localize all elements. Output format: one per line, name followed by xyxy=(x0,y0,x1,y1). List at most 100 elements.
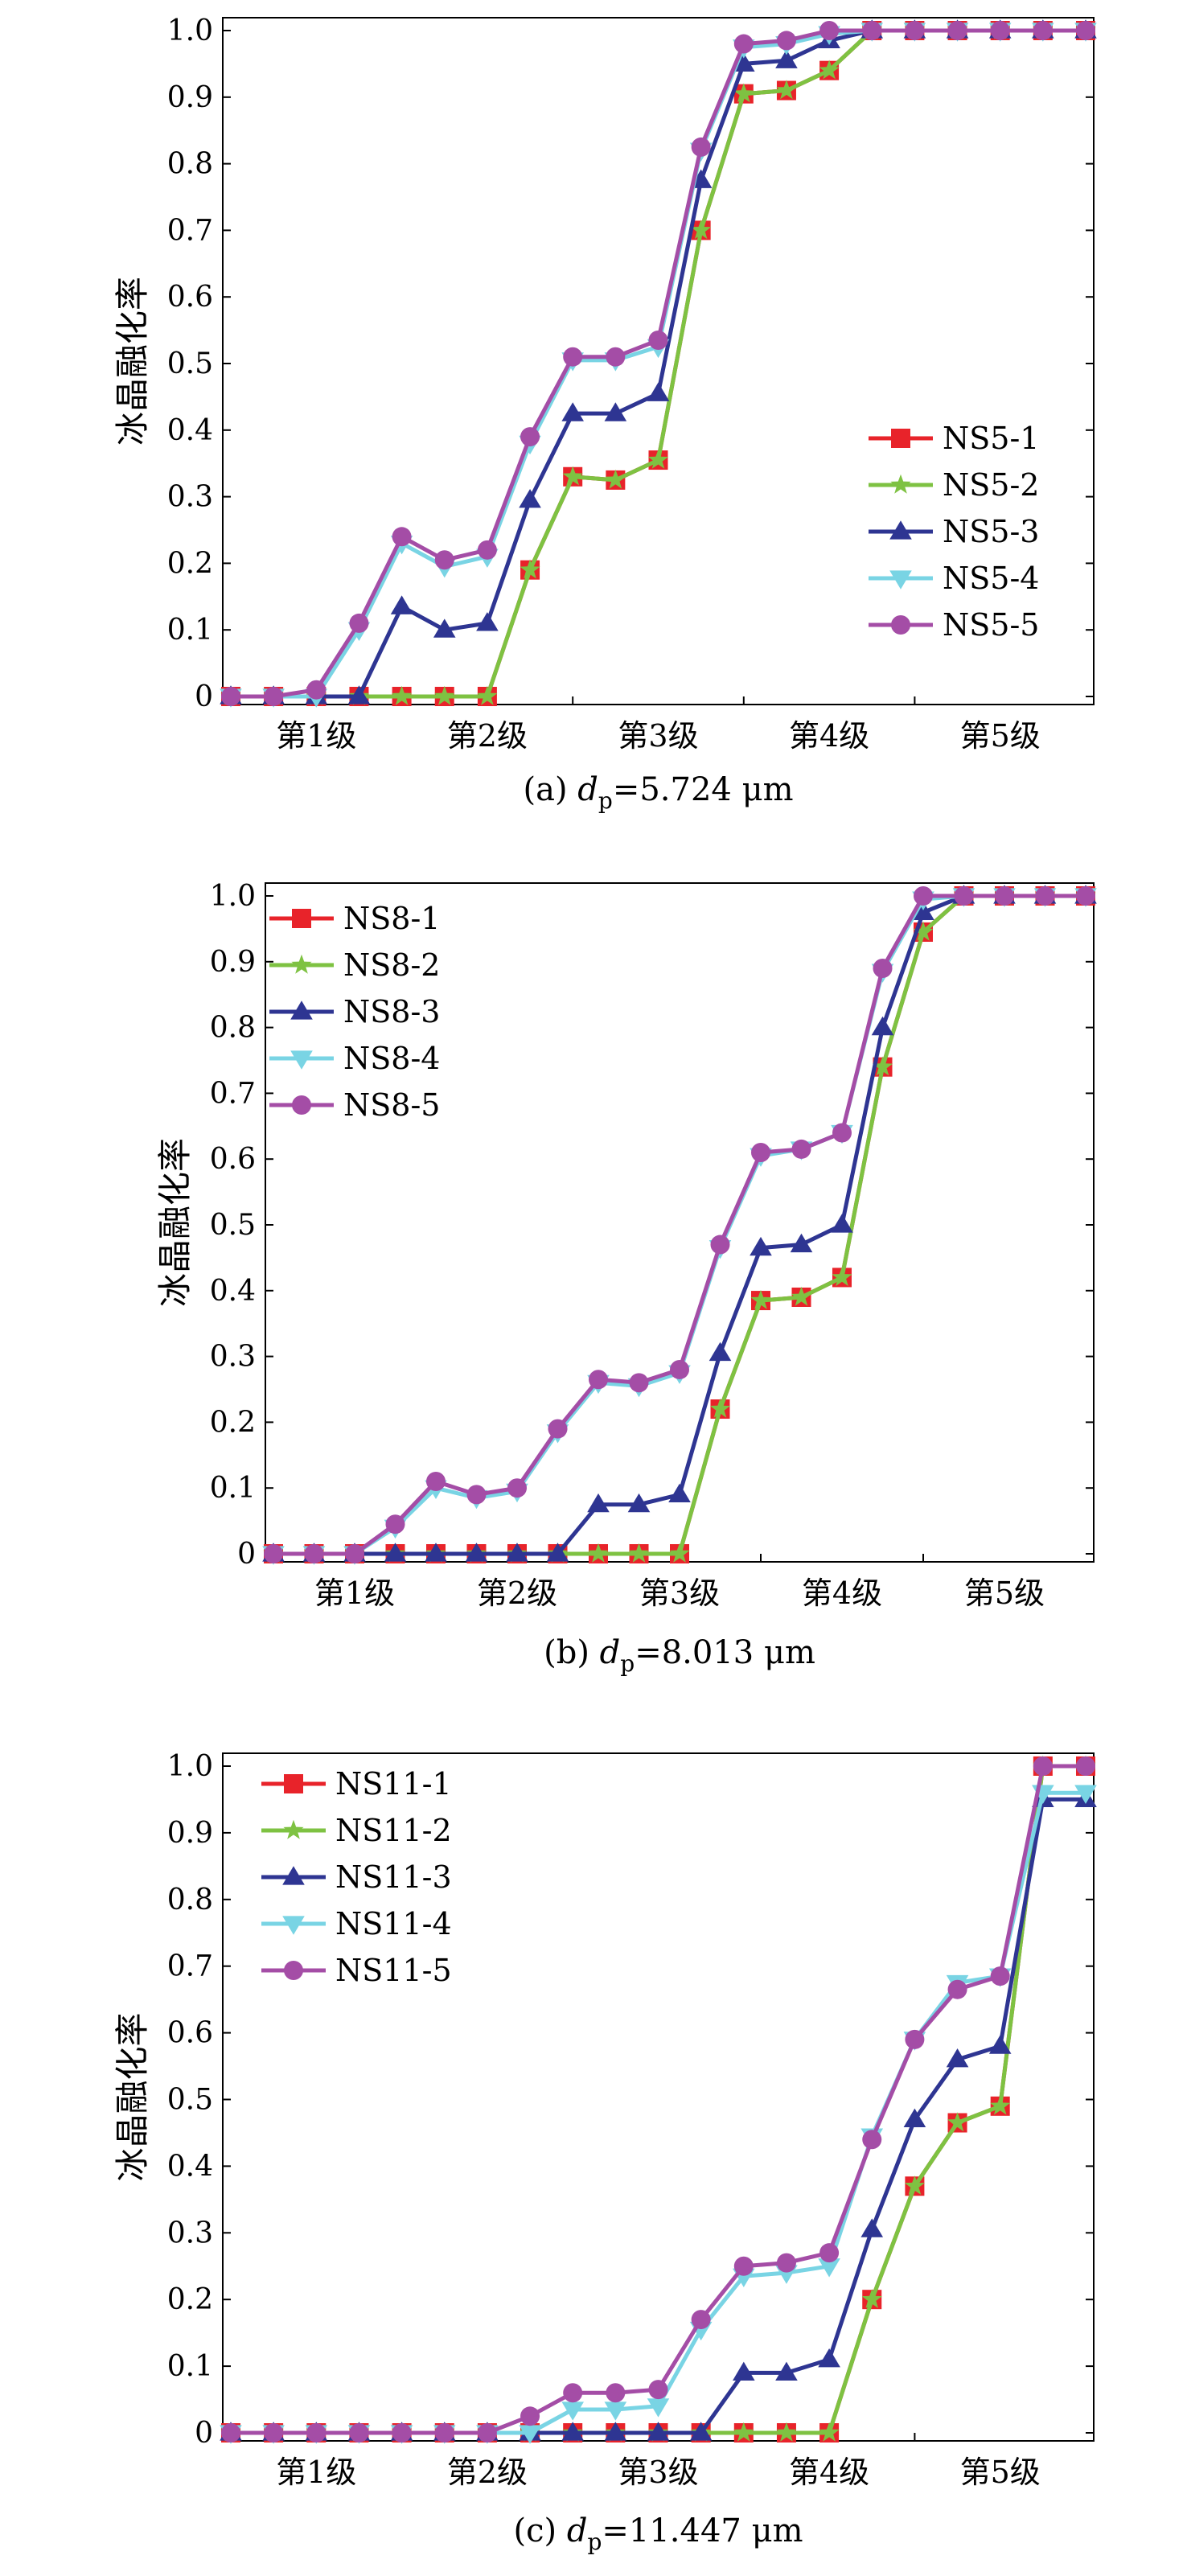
data-point xyxy=(709,1341,732,1362)
data-point xyxy=(507,1478,527,1498)
legend-label: NS5-1 xyxy=(943,421,1039,456)
data-point xyxy=(670,1359,689,1379)
legend-label: NS5-3 xyxy=(943,514,1039,549)
y-tick-label: 0.7 xyxy=(167,1950,213,1983)
y-tick-label: 0.3 xyxy=(167,481,213,514)
data-point xyxy=(988,2035,1012,2054)
data-point xyxy=(392,2423,412,2442)
data-point xyxy=(776,2422,797,2442)
data-point xyxy=(905,21,925,40)
data-point xyxy=(434,2423,454,2442)
y-tick-label: 0.7 xyxy=(210,1077,256,1110)
data-point xyxy=(775,49,798,68)
y-tick-label: 0.1 xyxy=(210,1472,256,1505)
plot-frame xyxy=(265,882,1095,1563)
x-category-label: 第2级 xyxy=(447,2455,528,2490)
data-point xyxy=(832,1123,852,1143)
data-point xyxy=(561,2401,584,2421)
data-point xyxy=(1035,886,1055,906)
x-category-label: 第5级 xyxy=(960,718,1041,754)
data-point xyxy=(862,21,882,40)
y-tick-label: 1.0 xyxy=(210,880,256,913)
data-point xyxy=(392,685,413,705)
data-point xyxy=(477,685,498,705)
data-point xyxy=(733,2422,754,2442)
data-point xyxy=(871,1016,894,1036)
data-point xyxy=(733,52,755,72)
legend-marker xyxy=(282,1866,305,1885)
data-point xyxy=(433,618,456,638)
legend-marker xyxy=(291,954,312,974)
series-line xyxy=(231,28,1086,699)
panel-caption: (b) dp=8.013 μm xyxy=(544,1634,815,1677)
data-point xyxy=(751,1143,770,1163)
data-point xyxy=(995,886,1014,906)
data-point xyxy=(831,1214,853,1233)
data-point xyxy=(1076,886,1095,906)
data-point xyxy=(1076,1756,1095,1776)
x-category-label: 第4级 xyxy=(789,718,869,754)
legend: NS8-1 NS8-2 NS8-3 NS8-4 NS8-5 xyxy=(269,901,440,1123)
data-point xyxy=(647,2398,670,2418)
data-point xyxy=(862,2130,882,2150)
legend-label: NS5-2 xyxy=(943,467,1039,503)
legend-marker xyxy=(284,1961,303,1980)
data-point xyxy=(563,347,583,367)
legend-label: NS11-3 xyxy=(335,1859,452,1895)
legend-label: NS8-1 xyxy=(343,901,440,936)
data-point xyxy=(873,958,893,978)
data-point xyxy=(668,1483,691,1502)
data-point xyxy=(349,613,369,633)
legend-label: NS8-4 xyxy=(343,1041,440,1076)
data-point xyxy=(819,21,840,40)
panel-caption: (c) dp=11.447 μm xyxy=(514,2512,803,2555)
data-point xyxy=(385,1514,405,1535)
series-NS8-4 xyxy=(262,888,1097,1565)
x-category-label: 第2级 xyxy=(477,1576,557,1611)
y-tick-label: 0.1 xyxy=(167,2350,213,2383)
legend-label: NS5-4 xyxy=(943,561,1039,596)
data-point xyxy=(791,1286,812,1306)
legend-label: NS11-4 xyxy=(335,1906,452,1941)
legend-label: NS8-5 xyxy=(343,1087,440,1123)
data-point xyxy=(384,1543,407,1562)
data-point xyxy=(647,382,670,401)
series-NS5-3 xyxy=(220,19,1097,705)
legend: NS5-1 NS5-2 NS5-3 NS5-4 NS5-5 xyxy=(869,421,1039,643)
data-point xyxy=(946,2048,969,2068)
data-point xyxy=(647,2422,670,2441)
data-point xyxy=(604,2401,627,2421)
x-category-label: 第3级 xyxy=(618,718,698,754)
y-tick-label: 0.9 xyxy=(167,81,213,114)
y-tick-label: 0 xyxy=(195,680,213,713)
y-tick-label: 0.5 xyxy=(210,1209,256,1242)
data-point xyxy=(818,2348,840,2368)
x-category-label: 第5级 xyxy=(960,2455,1041,2490)
data-point xyxy=(434,685,455,705)
data-point xyxy=(605,469,626,489)
data-point xyxy=(669,1543,690,1563)
data-point xyxy=(1033,1756,1053,1776)
data-point xyxy=(947,2112,968,2132)
y-tick-label: 0.2 xyxy=(210,1406,256,1439)
series-NS8-2 xyxy=(263,885,1096,1563)
legend-marker xyxy=(292,909,311,928)
data-point xyxy=(819,2422,840,2442)
data-point xyxy=(954,886,974,906)
data-point xyxy=(563,2383,583,2403)
y-tick-label: 0.4 xyxy=(210,1275,256,1308)
data-point xyxy=(587,1493,610,1513)
x-category-label: 第5级 xyxy=(964,1576,1045,1611)
data-point xyxy=(561,2422,584,2441)
data-point xyxy=(710,1235,730,1255)
y-axis-label: 冰晶融化率 xyxy=(113,2012,152,2181)
data-point xyxy=(628,1543,650,1563)
data-point xyxy=(506,1543,528,1562)
data-point xyxy=(860,2218,884,2237)
series-NS8-5 xyxy=(264,886,1095,1563)
series-NS5-5 xyxy=(221,21,1095,706)
data-point xyxy=(1074,1785,1097,1804)
y-tick-label: 0.6 xyxy=(167,281,213,314)
data-point xyxy=(776,2253,796,2273)
y-tick-label: 0.7 xyxy=(167,214,213,247)
